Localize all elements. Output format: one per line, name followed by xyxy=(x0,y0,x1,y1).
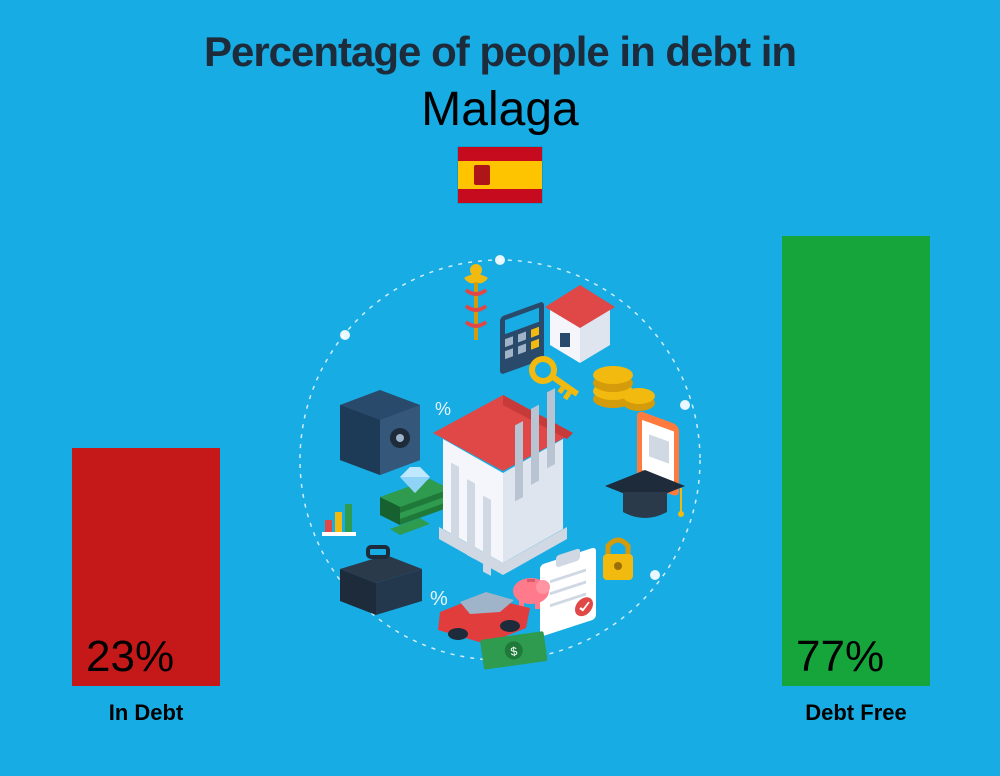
bar-chart-icon xyxy=(322,504,356,536)
bar-label-debt_free: Debt Free xyxy=(766,700,946,726)
bank-icon xyxy=(433,388,573,576)
spain-flag-icon xyxy=(457,146,543,204)
bar-value-debt_free: 77% xyxy=(796,632,884,682)
svg-text:%: % xyxy=(430,588,448,610)
flag-stripe-mid xyxy=(458,161,542,189)
infographic-canvas: Percentage of people in debt in Malaga $… xyxy=(0,0,1000,776)
bar-debt_free xyxy=(782,236,930,686)
lock-icon xyxy=(603,540,633,580)
safe-icon xyxy=(340,390,420,475)
flag-stripe-bottom xyxy=(458,189,542,203)
location-subtitle: Malaga xyxy=(0,82,1000,137)
coins-icon xyxy=(593,366,655,411)
finance-illustration: $ % % xyxy=(285,245,715,675)
svg-text:%: % xyxy=(435,399,451,419)
bar-value-in_debt: 23% xyxy=(86,632,174,682)
page-title: Percentage of people in debt in xyxy=(0,28,1000,76)
house-icon xyxy=(545,285,615,363)
flag-stripe-top xyxy=(458,147,542,161)
bar-label-in_debt: In Debt xyxy=(56,700,236,726)
briefcase-icon xyxy=(340,547,422,615)
key-icon xyxy=(528,355,584,403)
flag-emblem-icon xyxy=(474,165,490,185)
caduceus-icon xyxy=(464,264,488,340)
